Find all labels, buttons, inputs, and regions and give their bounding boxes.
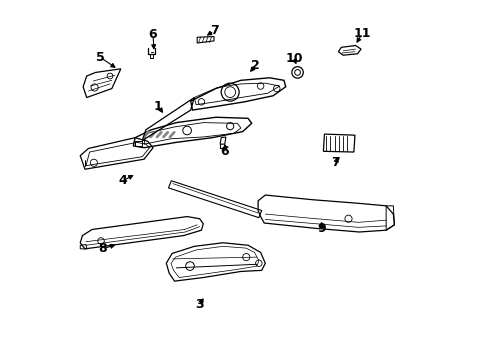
Text: 1: 1	[154, 100, 163, 113]
Text: 5: 5	[96, 51, 104, 64]
Text: 2: 2	[250, 59, 259, 72]
Text: 6: 6	[148, 28, 157, 41]
Text: 3: 3	[195, 298, 203, 311]
Text: 8: 8	[99, 242, 107, 255]
Text: 7: 7	[331, 156, 340, 169]
Text: 7: 7	[209, 24, 218, 37]
Text: 10: 10	[285, 52, 302, 65]
Text: 9: 9	[317, 222, 325, 235]
Text: 6: 6	[220, 145, 228, 158]
Text: 11: 11	[353, 27, 370, 40]
Text: 4: 4	[119, 174, 127, 187]
